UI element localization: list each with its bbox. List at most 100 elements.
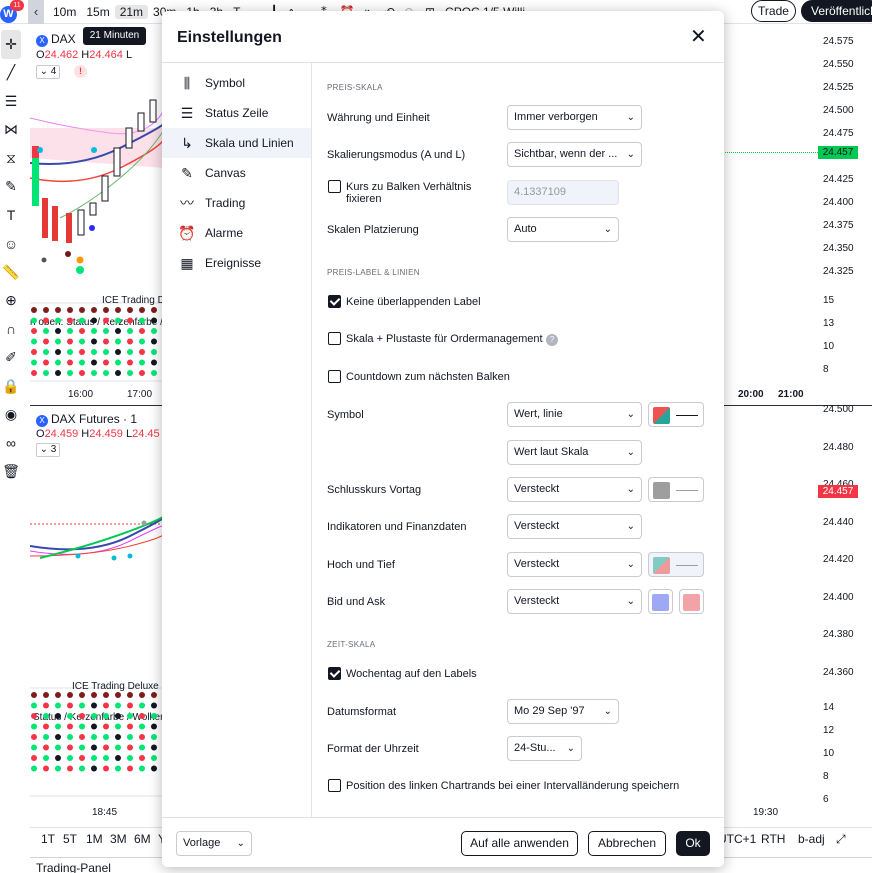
plus-button-label: Skala + Plustaste für Ordermanagement (346, 333, 543, 345)
ruler-icon[interactable]: 📏 (2, 263, 20, 280)
price-scale[interactable]: 24.57524.55024.52524.50024.47524.45024.4… (722, 28, 872, 828)
symbol-color-swatch[interactable] (648, 402, 704, 427)
plus-button-checkbox[interactable] (328, 332, 341, 345)
sidebar-item-scales[interactable]: ↳ Skala und Linien (162, 128, 311, 158)
interval-15m[interactable]: 15m (86, 4, 110, 19)
time-format-select[interactable]: 24-Stu... ⌄ (507, 736, 582, 761)
chart2-ohlc: O24.459 H24.459 L24.45 (36, 428, 160, 440)
app-logo[interactable]: W 11 (0, 0, 24, 24)
timezone-button[interactable]: UTC+1 (718, 832, 757, 846)
symbol-scale-select[interactable]: Wert laut Skala ⌄ (507, 440, 642, 465)
prev-close-select[interactable]: Versteckt ⌄ (507, 477, 642, 502)
sidebar-item-label: Canvas (205, 166, 246, 180)
trade-button[interactable]: Trade (751, 0, 796, 22)
back-arrow-icon[interactable]: ‹ (28, 0, 44, 24)
chart2-indicator-toggle[interactable]: ⌄ 3 (36, 443, 60, 457)
ok-button[interactable]: Ok (676, 831, 710, 856)
range-1t[interactable]: 1T (41, 832, 56, 846)
close-icon[interactable]: ✕ (690, 26, 707, 48)
session-button[interactable]: RTH (761, 832, 786, 846)
symbol-label: Symbol (327, 409, 364, 421)
indicator-scale-label: 8 (823, 364, 829, 375)
price-label: 24.500 (823, 404, 854, 415)
time-label: 19:30 (753, 807, 779, 818)
price-label: 24.420 (823, 554, 854, 565)
ask-color-swatch[interactable] (679, 589, 704, 614)
magnet-icon[interactable]: ∩ (5, 321, 17, 338)
sidebar-item-trading[interactable]: 〰 Trading (162, 188, 311, 218)
indicator-scale-label: 6 (823, 794, 829, 805)
link-icon[interactable]: ∞ (6, 435, 16, 452)
ratio-checkbox[interactable] (328, 180, 341, 193)
no-overlap-label: Keine überlappenden Label (346, 296, 481, 308)
pattern-icon[interactable]: ⋈ (4, 121, 18, 138)
ratio-input[interactable]: 4.1337109 (507, 180, 619, 205)
price-label: 24.500 (823, 105, 854, 116)
scale-mode-select[interactable]: Sichtbar, wenn der ... ⌄ (507, 142, 642, 167)
indicators-label: Indikatoren und Finanzdaten (327, 521, 467, 533)
fib-icon[interactable]: ☰ (4, 92, 18, 109)
lock-icon[interactable]: 🔒 (2, 377, 20, 394)
indicators-select[interactable]: Versteckt ⌄ (507, 514, 642, 539)
zoom-icon[interactable]: ⊕ (5, 292, 17, 309)
trendline-icon[interactable]: ╱ (6, 64, 16, 81)
range-3m[interactable]: 3M (110, 832, 127, 846)
sidebar-item-events[interactable]: ▦ Ereignisse (162, 248, 311, 278)
price-label: 24.380 (823, 629, 854, 640)
fullscreen-icon[interactable]: ⤢ (836, 832, 846, 846)
settings-sidebar: ⫼ Symbol ☰ Status Zeile ↳ Skala und Linien … (162, 63, 312, 817)
save-position-checkbox[interactable] (328, 779, 341, 792)
time-format-label: Format der Uhrzeit (327, 743, 419, 755)
chart1-indicator-toggle[interactable]: ⌄ 4 (36, 65, 60, 79)
trash-icon[interactable]: 🗑 (2, 463, 20, 480)
range-6m[interactable]: 6M (134, 832, 151, 846)
range-5t[interactable]: 5T (63, 832, 78, 846)
scale-placement-select[interactable]: Auto ⌄ (507, 217, 619, 242)
sidebar-item-alerts[interactable]: ⏰ Alarme (162, 218, 311, 248)
date-format-select[interactable]: Mo 29 Sep '97 ⌄ (507, 699, 619, 724)
text-icon[interactable]: T (6, 207, 16, 224)
save-position-label: Position des linken Chartrands bei einer… (346, 780, 680, 792)
sidebar-item-symbol[interactable]: ⫼ Symbol (162, 68, 311, 98)
countdown-checkbox[interactable] (328, 370, 341, 383)
brush-icon[interactable]: ✎ (5, 178, 17, 195)
bid-color-swatch[interactable] (648, 589, 673, 614)
price-label: 24.400 (823, 197, 854, 208)
pane-separator (723, 405, 872, 406)
prev-close-color-swatch[interactable] (648, 477, 704, 502)
eye-icon[interactable]: ◉ (4, 406, 18, 423)
high-low-color-swatch[interactable] (648, 552, 704, 577)
cancel-button[interactable]: Abbrechen (588, 831, 666, 856)
sidebar-item-canvas[interactable]: ✎ Canvas (162, 158, 311, 188)
main-chart-pane[interactable]: X DAX O24.462 H24.464 L ⌄ 4 ! ICE Trading… (30, 28, 165, 408)
sidebar-item-status-line[interactable]: ☰ Status Zeile (162, 98, 311, 128)
high-low-select[interactable]: Versteckt ⌄ (507, 552, 642, 577)
lock-draw-icon[interactable]: ✐ (5, 349, 17, 366)
warning-icon[interactable]: ! (74, 65, 87, 78)
no-overlap-checkbox[interactable] (328, 295, 341, 308)
publish-button[interactable]: Veröffentlich (801, 0, 872, 22)
projection-icon[interactable]: ⧖ (6, 149, 16, 166)
chart1-indicator-name: ICE Trading D (102, 295, 165, 306)
second-chart-pane[interactable]: X DAX Futures · 1 O24.459 H24.459 L24.45 … (30, 405, 165, 825)
price-label: 24.480 (823, 441, 854, 453)
color-chip (653, 557, 670, 574)
weekday-checkbox[interactable] (328, 667, 341, 680)
price-label: 24.350 (823, 243, 854, 254)
chart2-title[interactable]: X DAX Futures · 1 (36, 412, 137, 427)
sidebar-item-label: Symbol (205, 76, 246, 90)
crosshair-icon[interactable]: ✛ (1, 30, 21, 59)
help-icon[interactable]: ? (546, 334, 558, 346)
currency-unit-select[interactable]: Immer verborgen ⌄ (507, 105, 642, 130)
adjust-button[interactable]: b-adj (798, 832, 825, 846)
interval-21m[interactable]: 21m (114, 4, 149, 19)
range-1m[interactable]: 1M (86, 832, 103, 846)
symbol-select[interactable]: Wert, linie ⌄ (507, 402, 642, 427)
template-select[interactable]: Vorlage ⌄ (176, 831, 252, 856)
chevron-down-icon: ⌄ (236, 838, 245, 849)
emoji-icon[interactable]: ☺ (3, 235, 19, 252)
apply-all-button[interactable]: Auf alle anwenden (461, 831, 578, 856)
chart1-title[interactable]: X DAX (36, 32, 76, 47)
bid-ask-select[interactable]: Versteckt ⌄ (507, 589, 642, 614)
interval-10m[interactable]: 10m (53, 4, 77, 19)
